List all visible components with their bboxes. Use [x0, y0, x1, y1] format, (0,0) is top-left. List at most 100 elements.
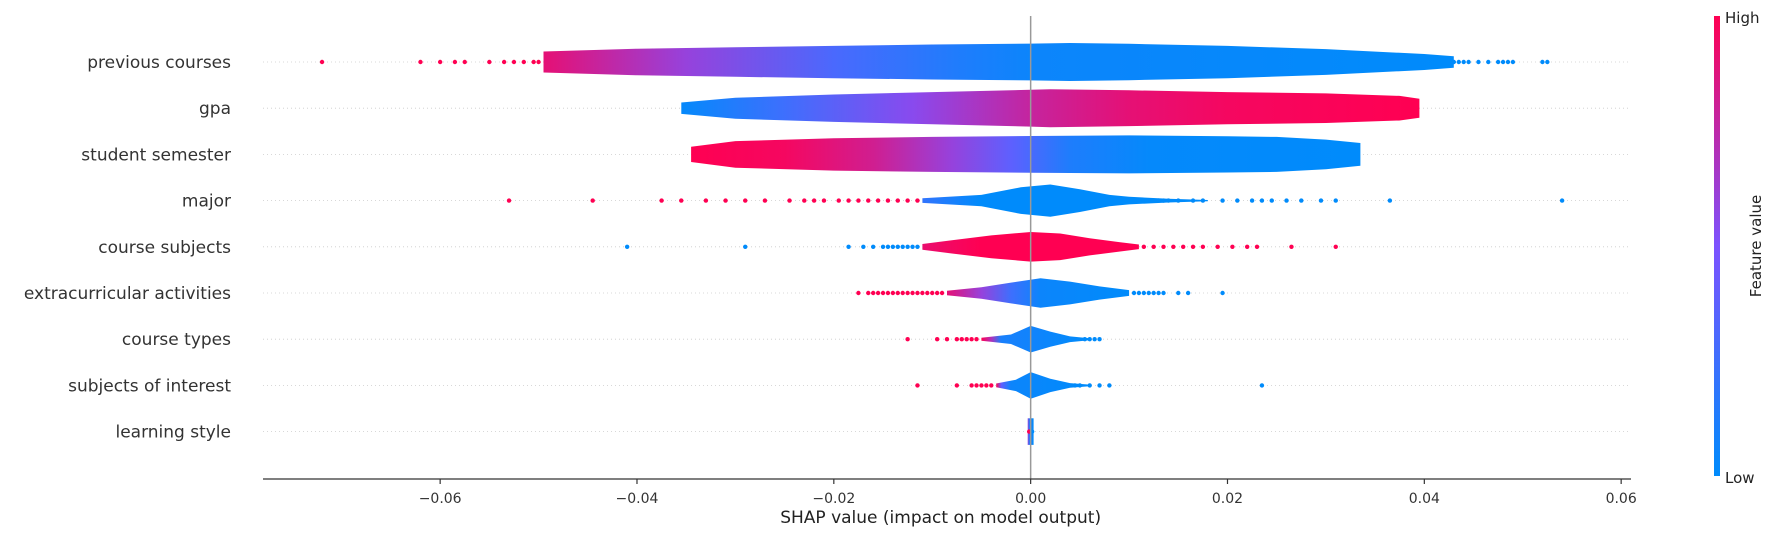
outlier-dot-high	[437, 59, 443, 65]
outlier-dot-low	[1510, 59, 1516, 65]
outlier-dot-low	[1333, 198, 1338, 203]
feature-row	[263, 278, 1631, 308]
outlier-dot-high	[501, 59, 507, 65]
x-tick-label: −0.02	[812, 491, 855, 507]
outlier-dot-low	[1545, 59, 1550, 65]
colorbar-title: Feature value	[1747, 195, 1765, 297]
feature-label: student semester	[81, 145, 231, 165]
outlier-dot-high	[974, 337, 979, 342]
outlier-dot-low	[1466, 59, 1471, 65]
outlier-dot-high	[934, 337, 940, 342]
outlier-dot-high	[954, 337, 960, 342]
x-axis-title: SHAP value (impact on model output)	[780, 508, 1101, 528]
violin-shape	[543, 43, 1454, 81]
outlier-dot-low	[1087, 337, 1092, 342]
feature-row	[263, 418, 1631, 445]
outlier-dot-low	[624, 244, 630, 249]
outlier-dot-low	[900, 244, 905, 249]
outlier-dot-low	[1220, 198, 1225, 203]
feature-label: course types	[122, 330, 231, 350]
outlier-dot-low	[1461, 59, 1466, 65]
feature-label: previous courses	[87, 53, 231, 73]
feature-row	[263, 232, 1631, 262]
x-axis: −0.06 −0.04 −0.02 0.00 0.02 0.04 0.06	[263, 478, 1637, 507]
outlier-dot-low	[1176, 290, 1181, 296]
outlier-dot-high	[944, 337, 950, 342]
outlier-dot-low	[861, 244, 866, 249]
outlier-dot-high	[723, 198, 728, 203]
outlier-dot-low	[743, 244, 748, 249]
outlier-dot-high	[1161, 244, 1166, 249]
feature-row	[263, 184, 1631, 217]
outlier-dot-high	[1230, 244, 1235, 249]
feature-labels: previous courses gpa student semester major…	[24, 53, 231, 443]
outlier-dot-high	[870, 290, 876, 296]
outlier-dot-high	[452, 59, 458, 65]
outlier-dot-high	[969, 383, 974, 388]
outlier-dot-high	[934, 290, 940, 296]
x-tick-label: 0.06	[1606, 491, 1637, 507]
outlier-dot-high	[905, 337, 910, 342]
outlier-dot-low	[1486, 59, 1491, 65]
feature-label: major	[182, 192, 231, 212]
outlier-dot-high	[974, 383, 979, 388]
outlier-dot-high	[930, 290, 935, 296]
outlier-dot-high	[915, 290, 920, 296]
outlier-dot-low	[846, 244, 851, 249]
x-tick-label: −0.04	[616, 491, 659, 507]
outlier-dot-low	[1161, 290, 1166, 296]
outlier-dot-high	[531, 59, 536, 65]
feature-label: extracurricular activities	[24, 284, 231, 304]
outlier-dot-low	[1269, 198, 1274, 203]
outlier-dot-low	[1151, 290, 1156, 296]
outlier-dot-high	[1215, 244, 1220, 249]
outlier-dot-high	[787, 198, 792, 203]
outlier-dot-low	[1540, 59, 1545, 65]
outlier-dot-high	[959, 337, 964, 342]
outlier-dot-high	[1171, 244, 1176, 249]
feature-row	[263, 325, 1631, 353]
outlier-dot-low	[870, 244, 876, 249]
outlier-dot-high	[802, 198, 807, 203]
violin-shape	[681, 89, 1420, 128]
outlier-dot-low	[895, 244, 900, 249]
feature-label: learning style	[115, 423, 231, 443]
outlier-dot-low	[1107, 383, 1112, 388]
outlier-dot-high	[1333, 244, 1338, 249]
outlier-dot-high	[821, 198, 827, 203]
outlier-dot-high	[920, 290, 925, 296]
x-tick-label: −0.06	[419, 491, 462, 507]
outlier-dot-low	[890, 244, 896, 249]
colorbar-low-label: Low	[1725, 469, 1755, 487]
outlier-dot-high	[890, 290, 896, 296]
outlier-dot-low	[1097, 337, 1102, 342]
outlier-dot-high	[979, 383, 984, 388]
outlier-dot-high	[989, 383, 994, 388]
outlier-dot-high	[964, 337, 969, 342]
outlier-dot-low	[1299, 198, 1304, 203]
outlier-dot-low	[1500, 59, 1506, 65]
outlier-dot-high	[905, 198, 910, 203]
outlier-dot-high	[856, 290, 861, 296]
outlier-dot-low	[1259, 383, 1265, 388]
outlier-dot-low	[1185, 290, 1191, 296]
outlier-dot-low	[1166, 198, 1171, 203]
outlier-dot-low	[1456, 59, 1461, 65]
outlier-dot-low	[1505, 59, 1511, 65]
outlier-dot-low	[1146, 290, 1151, 296]
outlier-dot-high	[1190, 244, 1196, 249]
violin-shape	[691, 135, 1361, 174]
feature-label: gpa	[199, 99, 231, 119]
outlier-dot-high	[487, 59, 492, 65]
outlier-dot-high	[762, 198, 768, 203]
outlier-dot-low	[910, 244, 915, 249]
outlier-dot-high	[984, 383, 989, 388]
outlier-dot-low	[1087, 383, 1092, 388]
outlier-dot-low	[1082, 337, 1087, 342]
outlier-dot-low	[915, 244, 920, 249]
outlier-dot-low	[1451, 59, 1457, 65]
colorbar: High Low Feature value	[1714, 9, 1765, 487]
outlier-dot-low	[1200, 198, 1206, 203]
outlier-dot-high	[866, 290, 871, 296]
